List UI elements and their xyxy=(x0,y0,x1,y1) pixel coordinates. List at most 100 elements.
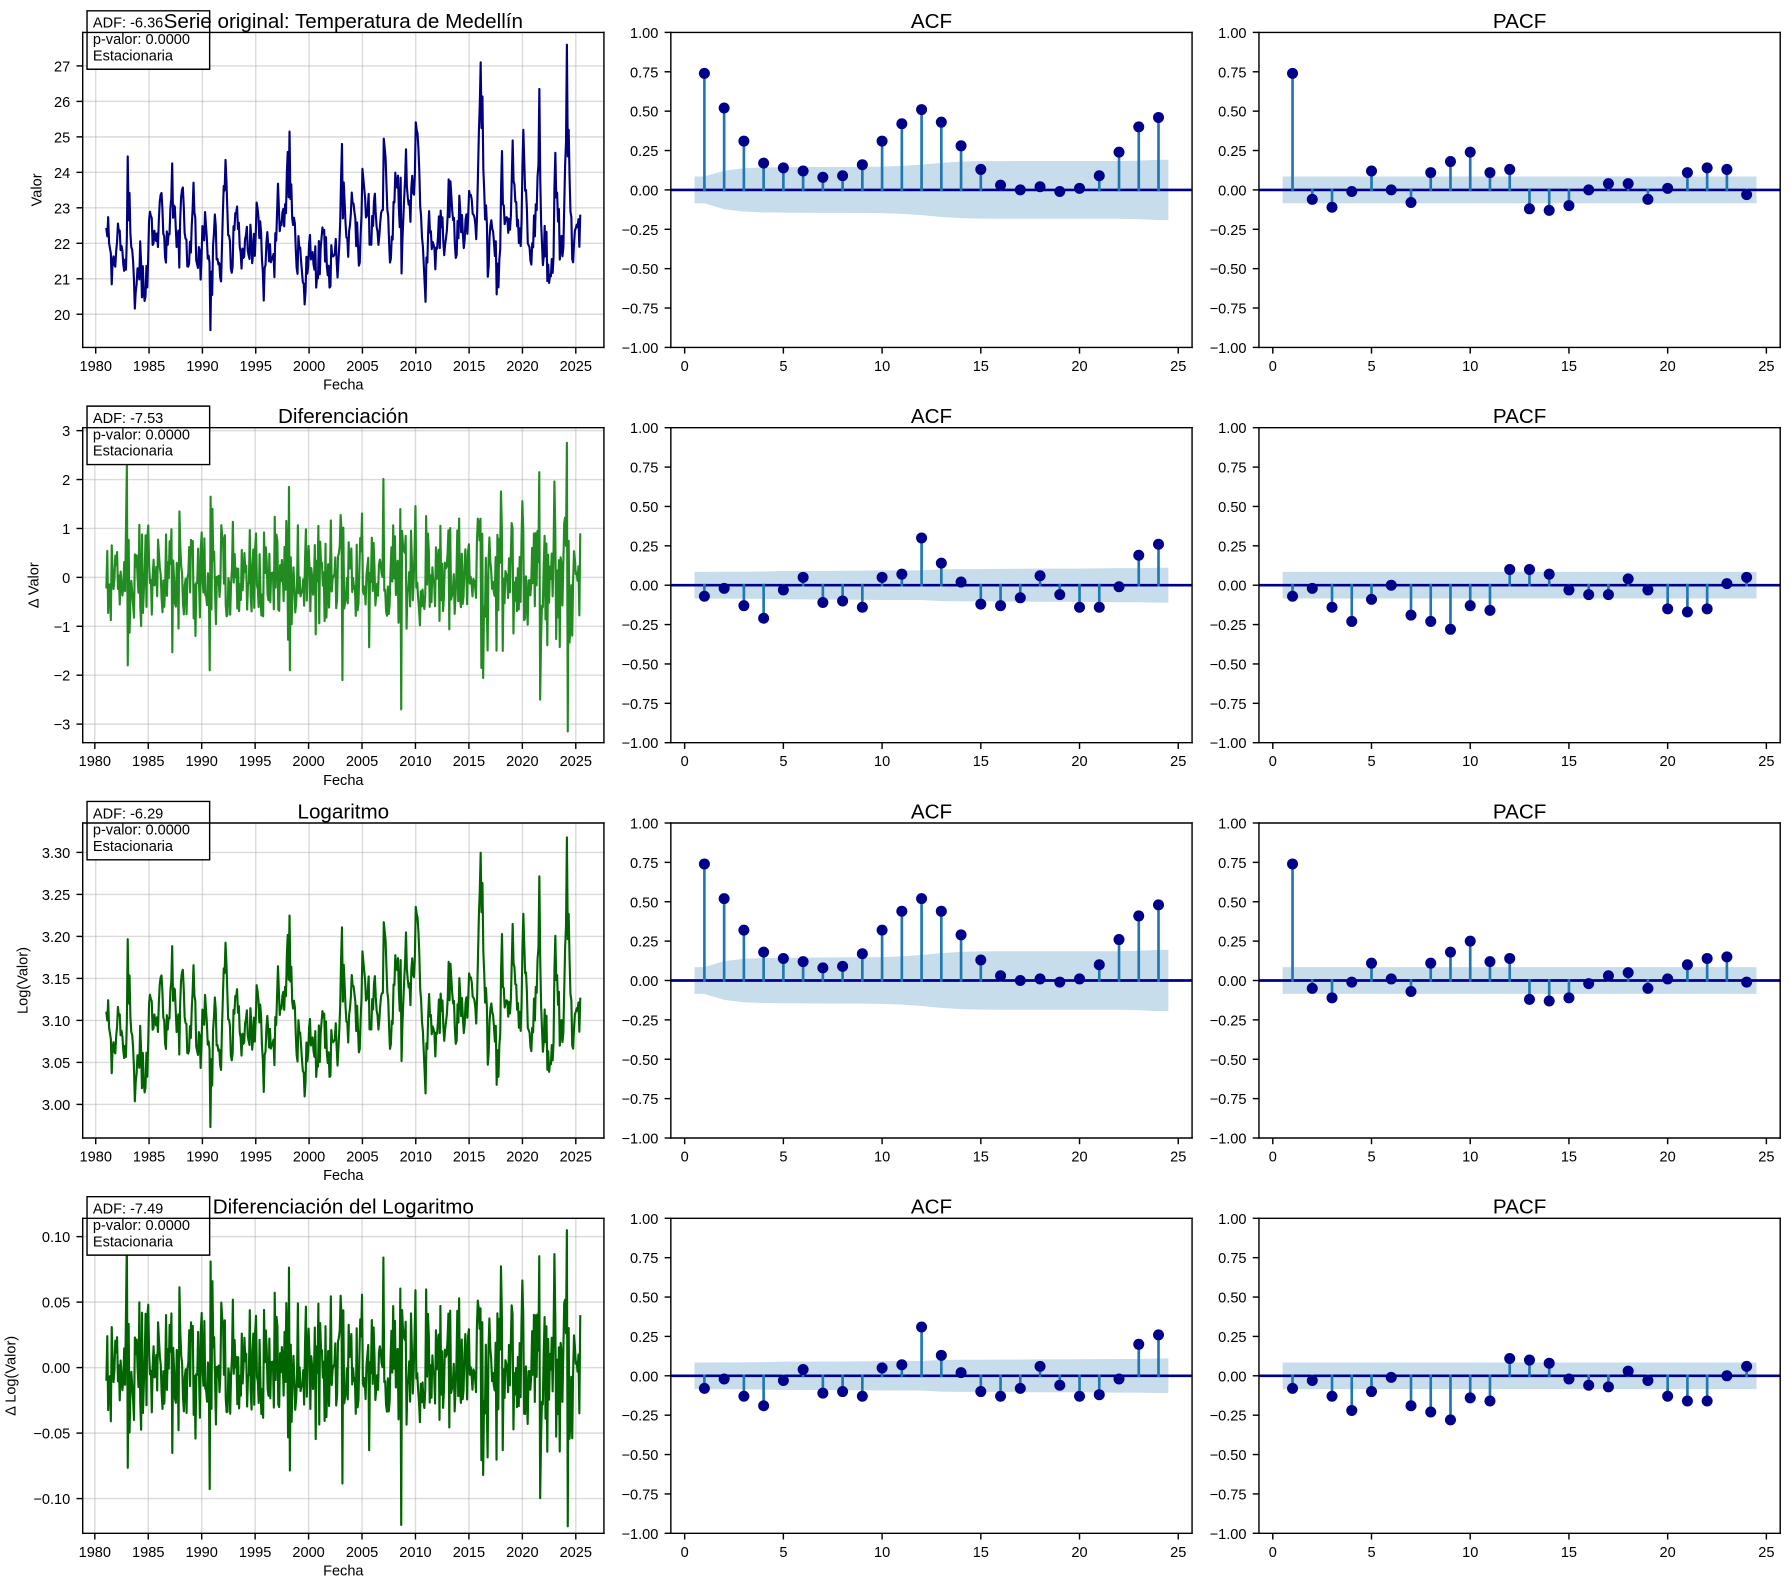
svg-text:ADF: -6.29: ADF: -6.29 xyxy=(93,806,163,822)
svg-text:0.25: 0.25 xyxy=(1218,935,1246,951)
svg-text:Fecha: Fecha xyxy=(323,773,364,789)
svg-text:5: 5 xyxy=(779,1150,787,1166)
svg-text:3.10: 3.10 xyxy=(42,1014,70,1030)
svg-text:2005: 2005 xyxy=(346,1545,378,1561)
svg-text:3.30: 3.30 xyxy=(42,846,70,862)
svg-text:0: 0 xyxy=(1269,359,1277,375)
svg-text:1980: 1980 xyxy=(79,1545,111,1561)
svg-text:−0.50: −0.50 xyxy=(622,1053,659,1069)
svg-text:2005: 2005 xyxy=(346,1150,378,1166)
svg-text:−0.75: −0.75 xyxy=(622,302,659,318)
svg-text:2025: 2025 xyxy=(560,754,592,770)
svg-text:Valor: Valor xyxy=(30,173,46,206)
svg-text:0.00: 0.00 xyxy=(630,974,658,990)
svg-text:0: 0 xyxy=(1269,1150,1277,1166)
svg-text:−1.00: −1.00 xyxy=(1210,1132,1247,1148)
svg-text:10: 10 xyxy=(874,359,890,375)
svg-text:−1: −1 xyxy=(54,620,71,636)
svg-text:1995: 1995 xyxy=(239,754,271,770)
svg-text:3.25: 3.25 xyxy=(42,888,70,904)
svg-text:−0.50: −0.50 xyxy=(622,657,659,673)
svg-text:1995: 1995 xyxy=(240,1150,272,1166)
svg-text:1985: 1985 xyxy=(133,359,165,375)
svg-text:0.00: 0.00 xyxy=(42,1361,70,1377)
svg-text:Diferenciación del Logaritmo: Diferenciación del Logaritmo xyxy=(213,1196,474,1219)
svg-text:25: 25 xyxy=(1170,359,1186,375)
svg-text:2020: 2020 xyxy=(506,754,538,770)
svg-text:1.00: 1.00 xyxy=(630,26,658,42)
svg-text:−1.00: −1.00 xyxy=(1210,1527,1247,1543)
svg-text:ADF: -7.53: ADF: -7.53 xyxy=(93,411,163,427)
svg-text:10: 10 xyxy=(1462,1545,1478,1561)
svg-text:0.25: 0.25 xyxy=(1218,144,1246,160)
svg-text:1.00: 1.00 xyxy=(1218,817,1246,833)
svg-text:2010: 2010 xyxy=(399,754,431,770)
svg-text:3.20: 3.20 xyxy=(42,930,70,946)
svg-text:0.25: 0.25 xyxy=(630,1330,658,1346)
svg-text:0.00: 0.00 xyxy=(1218,579,1246,595)
svg-text:0.75: 0.75 xyxy=(1218,1251,1246,1267)
svg-text:0.25: 0.25 xyxy=(1218,1330,1246,1346)
svg-text:ACF: ACF xyxy=(911,10,952,33)
svg-text:0: 0 xyxy=(681,1150,689,1166)
svg-text:−0.25: −0.25 xyxy=(1210,1409,1247,1425)
svg-text:5: 5 xyxy=(1367,359,1375,375)
svg-text:2010: 2010 xyxy=(399,1545,431,1561)
svg-text:−0.75: −0.75 xyxy=(622,697,659,713)
svg-text:−0.50: −0.50 xyxy=(622,1448,659,1464)
svg-text:10: 10 xyxy=(1462,754,1478,770)
svg-text:1: 1 xyxy=(62,522,70,538)
svg-text:0.00: 0.00 xyxy=(630,183,658,199)
svg-text:ADF: -6.36: ADF: -6.36 xyxy=(93,16,163,32)
svg-text:20: 20 xyxy=(54,308,70,324)
svg-text:Logaritmo: Logaritmo xyxy=(297,800,389,823)
svg-text:2005: 2005 xyxy=(346,754,378,770)
svg-text:Fecha: Fecha xyxy=(323,377,364,393)
svg-text:15: 15 xyxy=(973,359,989,375)
svg-text:25: 25 xyxy=(1758,754,1774,770)
svg-text:−0.25: −0.25 xyxy=(1210,618,1247,634)
svg-text:0.00: 0.00 xyxy=(1218,1369,1246,1385)
svg-text:2020: 2020 xyxy=(506,1150,538,1166)
svg-text:1995: 1995 xyxy=(239,1545,271,1561)
svg-text:3.00: 3.00 xyxy=(42,1098,70,1114)
svg-text:20: 20 xyxy=(1660,359,1676,375)
svg-text:PACF: PACF xyxy=(1493,1196,1546,1219)
svg-text:1990: 1990 xyxy=(186,359,218,375)
svg-text:0.50: 0.50 xyxy=(630,1291,658,1307)
svg-text:p-valor: 0.0000: p-valor: 0.0000 xyxy=(93,1218,190,1234)
svg-text:0.10: 0.10 xyxy=(42,1230,70,1246)
svg-text:1985: 1985 xyxy=(132,1545,164,1561)
svg-text:10: 10 xyxy=(874,754,890,770)
svg-text:0.75: 0.75 xyxy=(1218,461,1246,477)
svg-text:2015: 2015 xyxy=(453,1150,485,1166)
svg-text:1995: 1995 xyxy=(240,359,272,375)
svg-text:1.00: 1.00 xyxy=(630,421,658,437)
svg-text:2000: 2000 xyxy=(292,754,324,770)
svg-text:5: 5 xyxy=(1367,1150,1375,1166)
svg-text:−0.25: −0.25 xyxy=(1210,223,1247,239)
svg-text:2: 2 xyxy=(62,473,70,489)
svg-text:1980: 1980 xyxy=(80,359,112,375)
svg-text:−1.00: −1.00 xyxy=(1210,736,1247,752)
svg-text:Estacionaria: Estacionaria xyxy=(93,839,174,855)
svg-text:15: 15 xyxy=(1561,1150,1577,1166)
svg-text:0.50: 0.50 xyxy=(630,500,658,516)
svg-text:p-valor: 0.0000: p-valor: 0.0000 xyxy=(93,32,190,48)
svg-text:ACF: ACF xyxy=(911,800,952,823)
svg-text:−1.00: −1.00 xyxy=(622,1132,659,1148)
svg-text:10: 10 xyxy=(874,1545,890,1561)
svg-text:−0.75: −0.75 xyxy=(1210,1487,1247,1503)
svg-text:10: 10 xyxy=(1462,359,1478,375)
svg-text:p-valor: 0.0000: p-valor: 0.0000 xyxy=(93,823,190,839)
svg-text:10: 10 xyxy=(1462,1150,1478,1166)
svg-text:−0.75: −0.75 xyxy=(1210,302,1247,318)
svg-text:Fecha: Fecha xyxy=(323,1563,364,1579)
svg-text:25: 25 xyxy=(1758,1150,1774,1166)
svg-text:−1.00: −1.00 xyxy=(1210,341,1247,357)
svg-text:0.50: 0.50 xyxy=(630,895,658,911)
svg-text:0.50: 0.50 xyxy=(1218,105,1246,121)
svg-text:20: 20 xyxy=(1660,1545,1676,1561)
svg-text:2005: 2005 xyxy=(346,359,378,375)
svg-text:ACF: ACF xyxy=(911,1196,952,1219)
